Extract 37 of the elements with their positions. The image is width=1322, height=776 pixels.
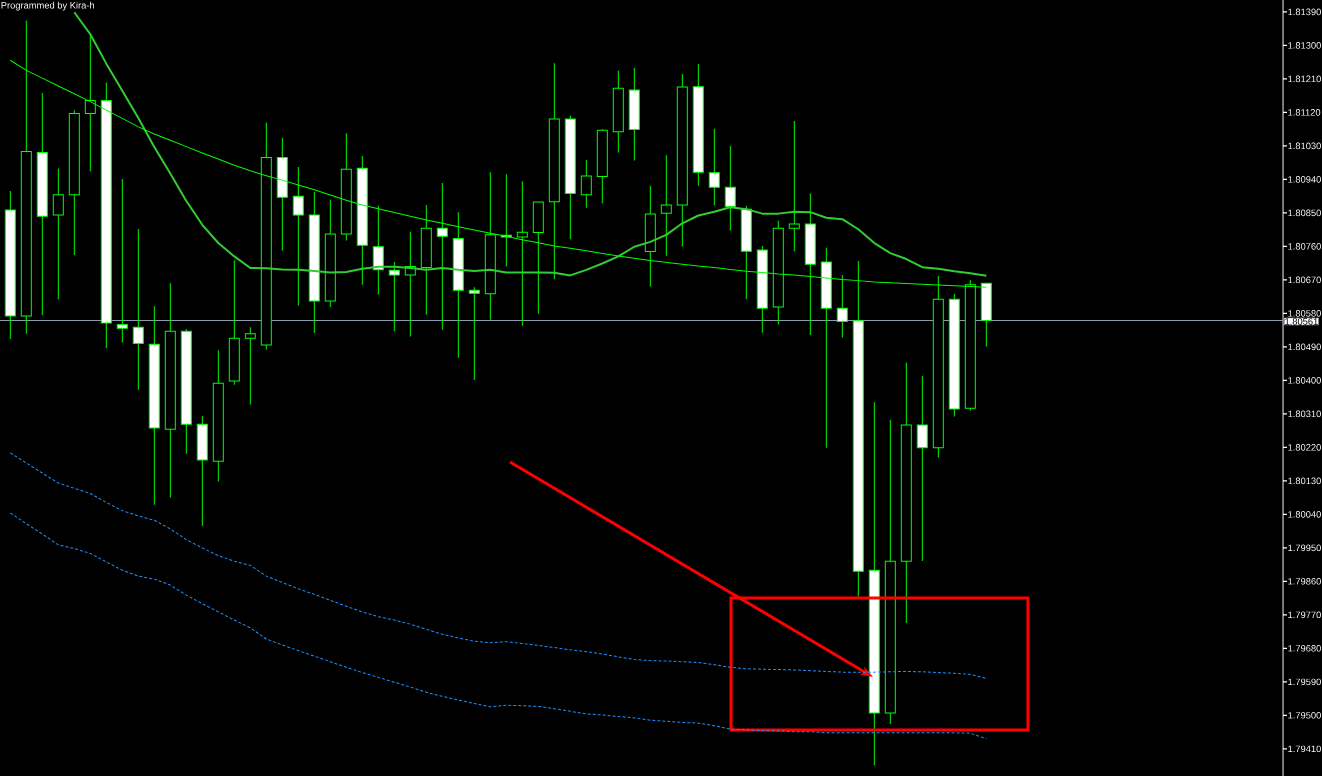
candlestick bbox=[388, 261, 400, 333]
y-tick-label: 1.80670 bbox=[1288, 276, 1321, 284]
candlestick bbox=[580, 159, 592, 209]
y-tick-label: 1.79590 bbox=[1288, 678, 1321, 686]
y-tick-label: 1.79860 bbox=[1288, 578, 1321, 585]
y-tick-label: 1.79680 bbox=[1288, 645, 1321, 652]
y-tick-label: 1.80220 bbox=[1288, 444, 1321, 451]
y-tick-label: 1.81120 bbox=[1288, 109, 1321, 116]
candlestick bbox=[724, 145, 736, 232]
candlestick bbox=[788, 120, 800, 253]
y-tick-label: 1.80040 bbox=[1288, 511, 1321, 518]
y-tick-label: 1.79950 bbox=[1288, 544, 1321, 552]
y-tick-label: 1.81030 bbox=[1288, 142, 1321, 150]
y-tick-label: 1.80490 bbox=[1288, 343, 1321, 351]
candlestick bbox=[916, 375, 928, 562]
y-tick-label: 1.79410 bbox=[1288, 745, 1321, 753]
candlestick bbox=[244, 326, 256, 406]
y-tick-label: 1.80580 bbox=[1288, 310, 1321, 317]
y-tick-label: 1.80130 bbox=[1288, 477, 1321, 485]
candlestick bbox=[708, 128, 720, 206]
y-tick-label: 1.80400 bbox=[1288, 377, 1321, 384]
y-tick-label: 1.81390 bbox=[1288, 8, 1321, 16]
y-tick-label: 1.79500 bbox=[1288, 712, 1321, 719]
candlestick bbox=[116, 178, 128, 343]
candlestick bbox=[132, 228, 144, 391]
candlestick bbox=[660, 154, 672, 257]
ref-line-label: 1.80561 bbox=[1285, 318, 1318, 325]
candlestick bbox=[52, 168, 64, 301]
y-tick-label: 1.80850 bbox=[1288, 209, 1321, 217]
y-tick-label: 1.80760 bbox=[1288, 243, 1321, 250]
y-tick-label: 1.80310 bbox=[1288, 410, 1321, 418]
y-tick-label: 1.81210 bbox=[1288, 75, 1321, 83]
y-tick-label: 1.79770 bbox=[1288, 611, 1321, 619]
candlestick bbox=[468, 286, 480, 381]
y-tick-label: 1.80940 bbox=[1288, 176, 1321, 183]
annotation: Programmed by Kira-h bbox=[1, 1, 95, 11]
y-tick-label: 1.81300 bbox=[1288, 42, 1321, 49]
